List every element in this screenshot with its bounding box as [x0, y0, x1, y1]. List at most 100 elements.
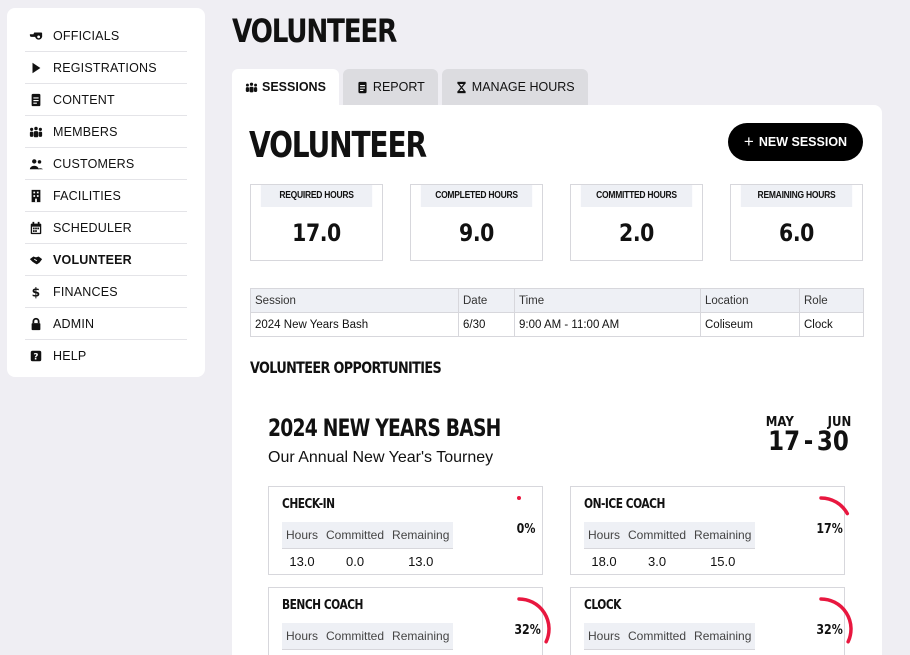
role-name: CHECK-IN: [282, 497, 335, 512]
role-remaining-value: 13.0: [408, 553, 434, 569]
role-percent: 0%: [516, 522, 536, 537]
role-hours-value: 18.0: [591, 553, 617, 569]
sidebar-item-label: VOLUNTEER: [53, 252, 132, 267]
tab-label: SESSIONS: [262, 80, 326, 94]
gauge-arc: [819, 496, 850, 516]
sidebar: OFFICIALS REGISTRATIONS CONTENT MEMBERS …: [7, 8, 205, 377]
stat-required-hours: REQUIRED HOURS 17.0: [250, 184, 383, 261]
sessions-table: Session Date Time Location Role 2024 New…: [250, 288, 864, 337]
role-header-remaining: Remaining: [388, 522, 454, 549]
role-hours-table: Hours Committed Remaining 18.0 3.0 15.0: [584, 522, 756, 574]
sidebar-item-officials[interactable]: OFFICIALS: [25, 20, 187, 52]
svg-text:?: ?: [33, 353, 38, 363]
sessions-panel: VOLUNTEER + NEW SESSION REQUIRED HOURS 1…: [232, 105, 882, 655]
role-name: CLOCK: [584, 598, 621, 613]
column-header-session: Session: [250, 288, 459, 313]
cell-date: 6/30: [458, 312, 515, 337]
whistle-icon: [29, 29, 43, 43]
table-header-row: Session Date Time Location Role: [250, 288, 864, 313]
role-header-hours: Hours: [282, 522, 323, 549]
users-icon: [29, 157, 43, 171]
column-header-time: Time: [514, 288, 701, 313]
sidebar-item-members[interactable]: MEMBERS: [25, 116, 187, 148]
tab-sessions[interactable]: SESSIONS: [232, 69, 339, 105]
cell-time: 9:00 AM - 11:00 AM: [514, 312, 701, 337]
role-hours-table: Hours Committed Remaining 13.0 0.0 13.0: [282, 522, 454, 574]
sidebar-item-volunteer[interactable]: VOLUNTEER: [25, 244, 187, 276]
role-header-hours: Hours: [584, 522, 625, 549]
lock-icon: [29, 317, 43, 331]
progress-gauge: [819, 597, 853, 644]
sidebar-item-content[interactable]: CONTENT: [25, 84, 187, 116]
tab-bar: SESSIONS REPORT MANAGE HOURS: [232, 69, 588, 105]
people-group-icon: [29, 125, 43, 139]
cell-location: Coliseum: [700, 312, 800, 337]
start-day: 17: [768, 426, 801, 457]
role-card-on-ice-coach[interactable]: ON-ICE COACH Hours Committed Remaining 1…: [570, 486, 850, 575]
sidebar-item-label: ADMIN: [53, 316, 95, 331]
new-session-button[interactable]: + NEW SESSION: [728, 123, 863, 161]
sidebar-item-label: FACILITIES: [53, 188, 121, 203]
stat-value: 2.0: [619, 219, 654, 247]
sidebar-item-label: CUSTOMERS: [53, 156, 135, 171]
tab-manage-hours[interactable]: MANAGE HOURS: [441, 69, 588, 105]
sidebar-item-label: HELP: [53, 349, 87, 363]
event-title: 2024 NEW YEARS BASH: [268, 414, 501, 442]
sidebar-item-registrations[interactable]: REGISTRATIONS: [25, 52, 187, 84]
sidebar-item-help[interactable]: ? HELP: [25, 340, 187, 372]
tab-label: MANAGE HOURS: [471, 80, 575, 94]
role-header-remaining: Remaining: [388, 623, 454, 650]
sidebar-item-admin[interactable]: ADMIN: [25, 308, 187, 340]
page-title: VOLUNTEER: [232, 12, 397, 50]
progress-gauge: [819, 496, 850, 516]
sidebar-item-scheduler[interactable]: SCHEDULER: [25, 212, 187, 244]
sidebar-item-label: CONTENT: [53, 92, 115, 107]
progress-gauge: [517, 496, 521, 500]
sidebar-item-label: OFFICIALS: [53, 28, 120, 43]
hours-summary: REQUIRED HOURS 17.0 COMPLETED HOURS 9.0 …: [250, 184, 863, 261]
role-header-hours: Hours: [584, 623, 625, 650]
stat-value: 17.0: [292, 219, 341, 247]
sidebar-item-label: REGISTRATIONS: [53, 60, 157, 75]
svg-text:$: $: [32, 285, 41, 299]
stat-value: 6.0: [779, 219, 814, 247]
help-icon: ?: [29, 349, 43, 363]
sidebar-item-finances[interactable]: $ FINANCES: [25, 276, 187, 308]
hourglass-icon: [456, 81, 466, 93]
tab-report[interactable]: REPORT: [342, 69, 438, 105]
stat-completed-hours: COMPLETED HOURS 9.0: [410, 184, 543, 261]
cell-session: 2024 New Years Bash: [250, 312, 459, 337]
plus-icon: +: [743, 132, 754, 151]
role-header-committed: Committed: [624, 522, 691, 549]
event-subtitle: Our Annual New Year's Tourney: [268, 449, 494, 466]
play-icon: [29, 61, 43, 75]
sidebar-item-facilities[interactable]: FACILITIES: [25, 180, 187, 212]
role-hours-table: Hours Committed Remaining: [584, 623, 756, 650]
role-card-check-in[interactable]: CHECK-IN Hours Committed Remaining 13.0 …: [268, 486, 543, 575]
document-icon: [29, 93, 43, 107]
stat-label: COMPLETED HOURS: [420, 185, 533, 207]
panel-title: VOLUNTEER: [249, 125, 427, 166]
role-card-clock[interactable]: CLOCK Hours Committed Remaining 32%: [570, 587, 853, 655]
role-committed-value: 3.0: [647, 553, 667, 569]
role-percent: 32%: [816, 623, 843, 638]
column-header-date: Date: [458, 288, 515, 313]
date-separator: -: [803, 426, 814, 457]
stat-label: REQUIRED HOURS: [260, 185, 373, 207]
table-row[interactable]: 2024 New Years Bash 6/30 9:00 AM - 11:00…: [250, 312, 864, 337]
opportunities-heading: VOLUNTEER OPPORTUNITIES: [250, 358, 442, 377]
role-hours-value: 13.0: [289, 553, 315, 569]
dollar-icon: $: [29, 285, 43, 299]
stat-committed-hours: COMMITTED HOURS 2.0: [570, 184, 703, 261]
new-session-label: NEW SESSION: [758, 135, 848, 149]
role-header-remaining: Remaining: [690, 522, 756, 549]
role-name: BENCH COACH: [282, 598, 363, 613]
role-committed-value: 0.0: [345, 553, 365, 569]
sidebar-item-customers[interactable]: CUSTOMERS: [25, 148, 187, 180]
role-name: ON-ICE COACH: [584, 497, 665, 512]
end-day: 30: [816, 426, 849, 457]
column-header-location: Location: [700, 288, 800, 313]
role-card-bench-coach[interactable]: BENCH COACH Hours Committed Remaining 32…: [268, 587, 551, 655]
start-month: MAY: [765, 415, 794, 430]
role-hours-table: Hours Committed Remaining: [282, 623, 454, 650]
